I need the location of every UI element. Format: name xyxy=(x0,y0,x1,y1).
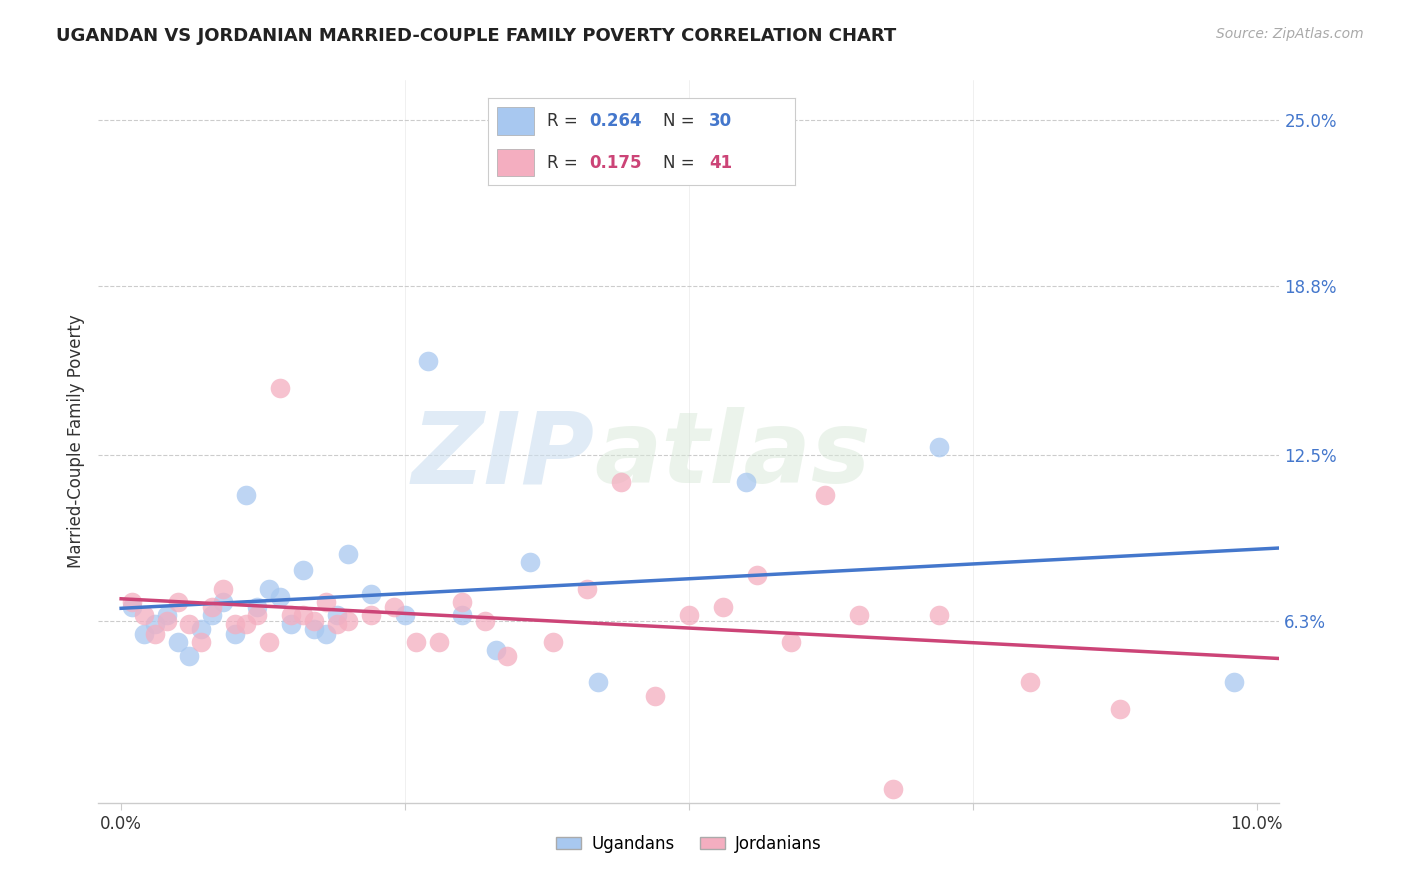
Point xyxy=(326,616,349,631)
Point xyxy=(179,648,201,663)
Point xyxy=(326,608,349,623)
Point xyxy=(450,595,472,609)
Point xyxy=(745,568,768,582)
Point xyxy=(405,635,427,649)
Point xyxy=(427,635,450,649)
Point xyxy=(246,600,269,615)
Point xyxy=(519,555,541,569)
Point xyxy=(450,608,472,623)
Point xyxy=(711,600,734,615)
Point xyxy=(1223,675,1246,690)
Point xyxy=(143,616,166,631)
Text: ZIP: ZIP xyxy=(412,408,595,505)
Point xyxy=(155,608,177,623)
Point xyxy=(474,614,496,628)
Legend: Ugandans, Jordanians: Ugandans, Jordanians xyxy=(550,828,828,860)
Point xyxy=(179,616,201,631)
Point xyxy=(302,614,325,628)
Point xyxy=(235,616,257,631)
Point xyxy=(132,608,155,623)
Point xyxy=(224,616,246,631)
Point xyxy=(882,782,904,797)
Point xyxy=(201,600,224,615)
Point xyxy=(212,595,235,609)
Point xyxy=(360,608,382,623)
Point xyxy=(928,440,950,454)
Point xyxy=(280,616,302,631)
Point xyxy=(190,635,212,649)
Text: UGANDAN VS JORDANIAN MARRIED-COUPLE FAMILY POVERTY CORRELATION CHART: UGANDAN VS JORDANIAN MARRIED-COUPLE FAMI… xyxy=(56,27,897,45)
Point xyxy=(155,614,177,628)
Y-axis label: Married-Couple Family Poverty: Married-Couple Family Poverty xyxy=(66,315,84,568)
Point xyxy=(394,608,416,623)
Point xyxy=(814,488,837,502)
Point xyxy=(167,595,190,609)
Point xyxy=(1109,702,1132,716)
Point xyxy=(485,643,508,657)
Point xyxy=(121,595,143,609)
Point xyxy=(235,488,257,502)
Point xyxy=(143,627,166,641)
Point xyxy=(167,635,190,649)
Point xyxy=(610,475,633,489)
Point xyxy=(1018,675,1040,690)
Point xyxy=(132,627,155,641)
Point xyxy=(928,608,950,623)
Point xyxy=(848,608,870,623)
Point xyxy=(678,608,700,623)
Point xyxy=(360,587,382,601)
Point xyxy=(291,608,314,623)
Point xyxy=(780,635,803,649)
Point xyxy=(541,635,564,649)
Point xyxy=(337,547,360,561)
Point xyxy=(302,622,325,636)
Point xyxy=(315,595,337,609)
Point xyxy=(280,608,302,623)
Point xyxy=(416,354,439,368)
Point xyxy=(575,582,598,596)
Point xyxy=(201,608,224,623)
Point xyxy=(315,627,337,641)
Text: atlas: atlas xyxy=(595,408,870,505)
Text: Source: ZipAtlas.com: Source: ZipAtlas.com xyxy=(1216,27,1364,41)
Point xyxy=(586,675,609,690)
Point xyxy=(644,689,666,703)
Point xyxy=(257,635,280,649)
Point xyxy=(246,608,269,623)
Point xyxy=(337,614,360,628)
Point xyxy=(291,563,314,577)
Point xyxy=(382,600,405,615)
Point xyxy=(269,381,291,395)
Point xyxy=(190,622,212,636)
Point xyxy=(224,627,246,641)
Point xyxy=(269,590,291,604)
Point xyxy=(121,600,143,615)
Point xyxy=(734,475,756,489)
Point xyxy=(257,582,280,596)
Point xyxy=(496,648,519,663)
Point xyxy=(212,582,235,596)
